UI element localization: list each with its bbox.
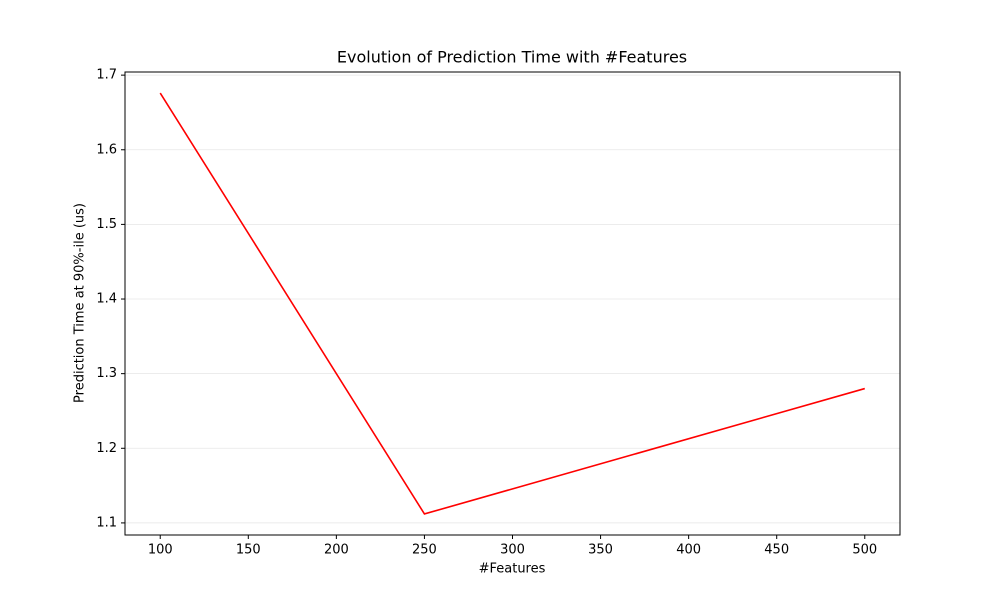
y-axis-label: Prediction Time at 90%-ile (us) [73, 203, 88, 403]
y-tick-label: 1.1 [96, 515, 117, 530]
line [159, 92, 865, 515]
x-tick-label: 150 [236, 543, 261, 558]
y-tick-label: 1.3 [96, 366, 117, 381]
y-tick-label: 1.2 [96, 441, 117, 456]
x-tick-label: 400 [676, 543, 701, 558]
x-axis-label: #Features [479, 562, 546, 577]
x-tick-label: 100 [148, 543, 173, 558]
x-tick-label: 450 [764, 543, 789, 558]
x-tick-label: 200 [324, 543, 349, 558]
y-tick-label: 1.5 [96, 217, 117, 232]
grid [125, 74, 900, 524]
x-tick-label: 500 [852, 543, 877, 558]
x-tick-label: 250 [412, 543, 437, 558]
chart-title: Evolution of Prediction Time with #Featu… [337, 48, 687, 67]
y-tick-label: 1.7 [96, 68, 117, 83]
x-tick-label: 300 [500, 543, 525, 558]
plot-area [159, 92, 865, 515]
y-tick-label: 1.4 [96, 292, 117, 307]
x-tick-label: 350 [588, 543, 613, 558]
y-tick-label: 1.6 [96, 142, 117, 157]
